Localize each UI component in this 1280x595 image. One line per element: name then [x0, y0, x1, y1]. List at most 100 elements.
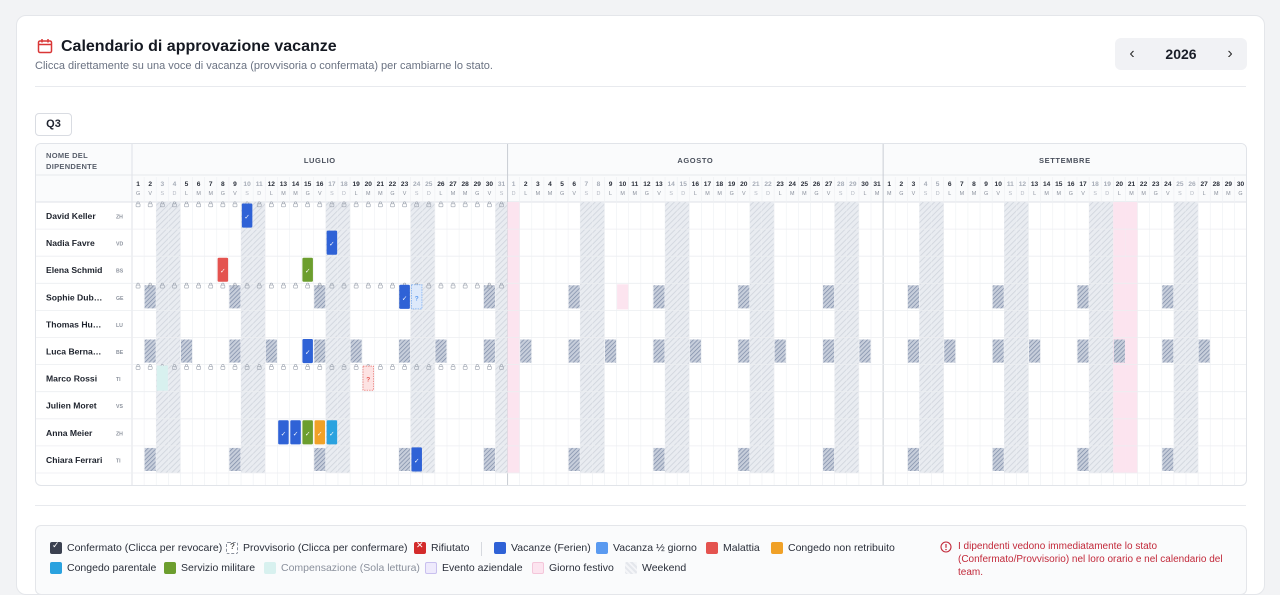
legend-item-rifiutato: ✕ Rifiutato	[414, 541, 470, 554]
lock-body	[317, 203, 323, 208]
check-mark: ✓	[414, 457, 419, 465]
day-number: 22	[1140, 181, 1148, 188]
day-number: 19	[1104, 181, 1112, 188]
weekday-letter: G	[1154, 191, 1158, 197]
lock-icon	[426, 282, 432, 289]
weekday-letter: D	[172, 191, 176, 197]
employee-name[interactable]: Marco Rossi	[46, 374, 97, 384]
legend-swatch-malattia	[706, 542, 718, 554]
employee-name[interactable]: Julien Moret	[46, 401, 97, 411]
lock-icon	[438, 201, 444, 208]
lock-icon	[390, 201, 395, 208]
lock-shackle	[427, 201, 431, 204]
employee-name[interactable]: Nadia Favre	[46, 238, 95, 248]
lock-body	[426, 284, 432, 289]
day-number: 7	[960, 181, 964, 188]
lock-body	[256, 366, 262, 370]
lock-icon	[184, 364, 189, 370]
weekday-letter: M	[705, 191, 710, 197]
weekday-letter: L	[355, 191, 358, 197]
employee-canton: VD	[116, 242, 123, 248]
lock-body	[208, 203, 214, 208]
lock-body	[232, 284, 238, 289]
non-working-cell	[229, 339, 241, 363]
lock-icon	[365, 282, 371, 289]
chevron-left-icon[interactable]: ‹	[1129, 45, 1135, 62]
employee-canton: ZH	[116, 431, 123, 437]
chevron-right-icon[interactable]: ›	[1227, 45, 1233, 62]
employee-name[interactable]: Elena Schmid	[46, 265, 102, 275]
weekday-letter: L	[524, 191, 527, 197]
lock-body	[293, 284, 298, 289]
weekday-letter: V	[488, 191, 492, 197]
day-number: 7	[584, 181, 588, 188]
entry-ferien-confirmed[interactable]	[302, 339, 313, 364]
weekday-letter: V	[742, 191, 746, 197]
employee-name[interactable]: David Keller	[46, 211, 96, 221]
employee-name[interactable]: Luca Berna…	[46, 347, 101, 357]
weekday-letter: D	[596, 191, 600, 197]
month-label-luglio: LUGLIO	[304, 156, 336, 165]
non-working-cell	[653, 447, 665, 471]
lock-body	[281, 284, 286, 289]
entry-ferien-confirmed[interactable]	[326, 230, 338, 255]
lock-icon	[365, 201, 371, 208]
non-working-cell	[483, 447, 495, 471]
lock-body	[293, 203, 298, 208]
lock-body	[390, 284, 395, 289]
entry-ferien-confirmed[interactable]	[290, 420, 301, 445]
employee-name[interactable]: Anna Meier	[46, 428, 93, 438]
entry-ferien-confirmed[interactable]	[411, 447, 422, 472]
lock-icon	[256, 282, 262, 289]
lock-icon	[305, 364, 310, 370]
lock-icon	[159, 282, 165, 289]
non-working-cell	[229, 447, 241, 471]
lock-body	[487, 203, 492, 208]
weekday-letter: G	[560, 191, 564, 197]
lock-shackle	[500, 364, 504, 367]
lock-icon	[487, 201, 492, 208]
holiday-cell	[617, 284, 629, 310]
lock-body	[147, 366, 153, 370]
entry-non_retribuito-confirmed[interactable]	[314, 420, 326, 445]
lock-shackle	[475, 201, 479, 204]
entry-militare-confirmed[interactable]	[302, 257, 313, 282]
legend-swatch-compensazione	[264, 562, 276, 574]
weekday-letter: M	[633, 191, 638, 197]
lock-icon	[196, 282, 201, 289]
non-working-cell	[738, 447, 750, 471]
employee-name[interactable]: Thomas Hu…	[46, 319, 101, 329]
entry-ferien-confirmed[interactable]	[278, 420, 289, 445]
legend-item-compensazione: Compensazione (Sola lettura)	[264, 562, 420, 574]
employee-name[interactable]: Sophie Dub…	[46, 292, 102, 302]
lock-shackle	[342, 282, 346, 286]
entry-ferien-confirmed[interactable]	[399, 284, 410, 309]
entry-militare-confirmed[interactable]	[302, 420, 313, 445]
quarter-button[interactable]: Q3	[35, 113, 72, 136]
entry-malattia-provisional[interactable]	[362, 365, 374, 391]
lock-body	[426, 366, 432, 370]
lock-shackle	[378, 201, 382, 204]
weekday-letter: M	[293, 191, 298, 197]
day-number: 18	[1091, 181, 1099, 188]
lock-shackle	[281, 364, 285, 367]
calendar-svg: LUGLIO1G2V3S4D5L6M7M8G9V10S11D12L13M14M1…	[36, 144, 1246, 485]
day-number: 8	[221, 181, 225, 188]
entry-ferien-confirmed[interactable]	[241, 203, 253, 228]
entry-parentale-confirmed[interactable]	[326, 420, 338, 445]
day-number: 10	[995, 181, 1003, 188]
lock-shackle	[500, 282, 504, 286]
lock-shackle	[148, 201, 152, 204]
lock-icon	[353, 201, 359, 208]
lock-shackle	[378, 282, 382, 286]
lock-shackle	[439, 364, 443, 367]
non-working-cell	[823, 285, 835, 309]
info-circle-icon	[940, 541, 952, 553]
page-title: Calendario di approvazione vacanze	[61, 38, 337, 55]
entry-halfday-provisional[interactable]	[411, 284, 423, 310]
lock-shackle	[403, 201, 407, 204]
weekday-letter: S	[1009, 191, 1013, 197]
employee-name[interactable]: Chiara Ferrari	[46, 455, 102, 465]
entry-malattia-confirmed[interactable]	[217, 257, 229, 282]
day-number: 17	[328, 181, 336, 188]
